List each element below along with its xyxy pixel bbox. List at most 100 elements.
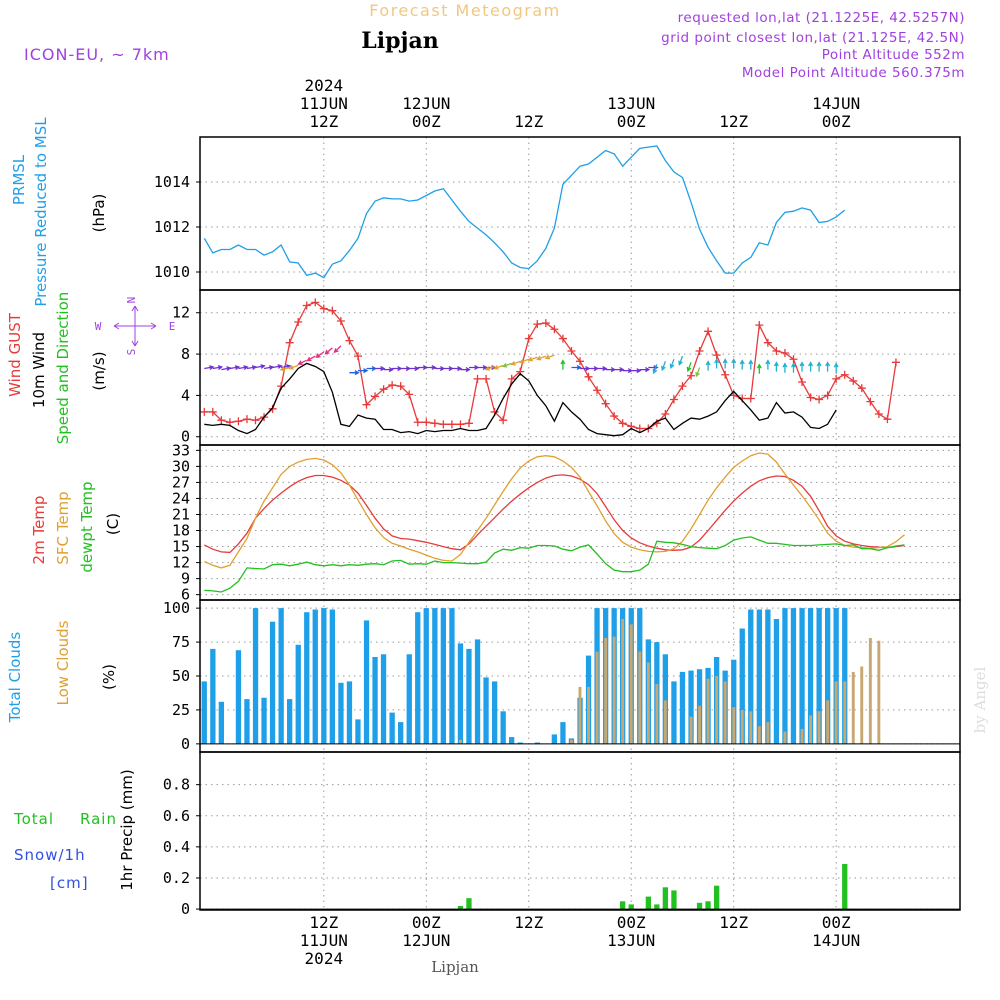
bar-total-clouds: [842, 608, 848, 744]
bottom-time-label: 12Z: [309, 913, 338, 932]
bar-total-rain: [714, 885, 720, 909]
wind-direction-arrow: [493, 364, 504, 370]
bar-total-clouds: [329, 609, 335, 744]
wind-direction-arrow: [392, 366, 403, 372]
bottom-time-label: 00Z: [412, 913, 441, 932]
y-label-unit: (%): [100, 664, 118, 690]
bar-total-clouds: [517, 742, 523, 744]
gust-marker: [268, 404, 277, 413]
bar-total-clouds: [825, 608, 831, 744]
bar-low-clouds: [843, 681, 847, 744]
y-label-precip: 1hr Precip (mm): [118, 769, 136, 890]
panel-frame: [199, 136, 961, 291]
gust-marker: [763, 338, 772, 347]
bar-total-clouds: [210, 648, 216, 744]
bar-total-rain: [466, 898, 472, 910]
bar-total-clouds: [773, 619, 780, 744]
gust-marker: [883, 415, 892, 424]
bar-total-clouds: [287, 699, 293, 744]
gust-marker: [482, 374, 491, 383]
gust-marker: [610, 412, 619, 421]
y-tick-label: 75: [172, 633, 190, 651]
y-label-rain: Rain: [80, 810, 117, 828]
y-tick-label: 0: [181, 900, 190, 918]
y-label-gust: Wind GUST: [6, 312, 24, 397]
gridpoint-coords: grid point closest lon,lat (21.125E, 42.…: [661, 30, 965, 46]
wind-direction-arrow: [544, 354, 555, 360]
bar-total-clouds: [551, 734, 557, 744]
wind-direction-arrow: [825, 361, 831, 372]
wind-direction-arrow: [400, 366, 412, 372]
bar-low-clouds: [783, 731, 787, 744]
y-tick-label: 1010: [154, 263, 190, 281]
gust-marker: [550, 325, 559, 334]
bar-low-clouds: [578, 686, 582, 744]
wind-direction-arrow: [639, 367, 651, 373]
wind-direction-arrow: [614, 367, 625, 373]
wind-direction-arrow: [661, 361, 667, 372]
y-label-snow: Snow/1h: [14, 846, 86, 864]
y-label-direction: Speed and Direction: [54, 292, 72, 445]
y-tick-label: 9: [181, 570, 190, 588]
gust-marker: [345, 336, 354, 345]
wind-direction-arrow: [748, 359, 754, 370]
gust-marker: [601, 399, 610, 408]
wind-direction-arrow: [349, 370, 360, 376]
wind-direction-arrow: [782, 362, 788, 373]
wind-direction-arrow: [756, 363, 762, 374]
wind-direction-arrow: [833, 362, 839, 373]
location-name: Lipjan: [361, 28, 438, 54]
gust-marker: [464, 419, 473, 428]
bar-total-clouds: [389, 712, 395, 744]
gust-marker: [687, 371, 696, 380]
wind-direction-arrow: [597, 366, 608, 372]
bar-low-clouds: [604, 638, 608, 744]
gust-marker: [396, 382, 405, 391]
wind-direction-arrow: [622, 368, 634, 374]
bar-total-clouds: [474, 639, 481, 744]
y-tick-label: 27: [172, 473, 190, 491]
gust-marker: [857, 384, 866, 393]
bar-total-clouds: [380, 654, 387, 744]
footer-location: Lipjan: [431, 958, 479, 976]
wind-direction-arrow: [519, 358, 530, 364]
gust-marker: [294, 318, 303, 327]
wind-direction-arrow: [631, 368, 642, 374]
gust-marker: [379, 385, 388, 394]
series-line-prmsl: [203, 145, 846, 279]
bar-total-clouds: [560, 722, 566, 744]
top-time-label: 12Z: [719, 112, 748, 131]
bar-total-clouds: [782, 608, 788, 744]
y-label-total-clouds: Total Clouds: [6, 632, 24, 724]
gust-marker: [661, 410, 670, 418]
compass-west: W: [95, 320, 102, 333]
gust-marker: [388, 381, 397, 390]
bar-total-clouds: [679, 671, 686, 744]
bottom-time-label: 12Z: [719, 913, 748, 932]
gust-marker: [353, 352, 362, 361]
wind-direction-arrow: [443, 366, 454, 372]
bar-total-clouds: [398, 722, 404, 744]
bar-total-clouds: [415, 612, 421, 744]
gust-marker: [704, 327, 713, 336]
series-line-10m-wind: [204, 362, 837, 437]
gust-marker: [695, 346, 704, 355]
gust-marker: [473, 374, 482, 383]
y-label-sfc-temp: SFC Temp: [54, 491, 72, 564]
point-altitude: Point Altitude 552m: [822, 47, 965, 63]
bar-low-clouds: [638, 651, 642, 744]
gust-marker: [447, 420, 456, 429]
gust-marker: [823, 391, 832, 400]
bottom-time-label: 2024: [305, 949, 344, 968]
wind-direction-arrow: [255, 364, 266, 369]
bottom-time-label: 12Z: [514, 913, 543, 932]
y-tick-label: 1014: [154, 173, 190, 191]
wind-direction-arrow: [686, 362, 692, 373]
y-label-2m-temp: 2m Temp: [30, 496, 48, 565]
wind-direction-arrow: [731, 358, 737, 369]
panel-precip: 0 0.2 0.4 0.6 0.8 Total Rain Snow/1h [cm] 1hr Pre…: [13, 751, 961, 918]
gust-marker: [336, 317, 345, 325]
bar-total-rain: [705, 901, 711, 910]
y-tick-label: 15: [172, 538, 190, 556]
bar-low-clouds: [706, 678, 710, 744]
